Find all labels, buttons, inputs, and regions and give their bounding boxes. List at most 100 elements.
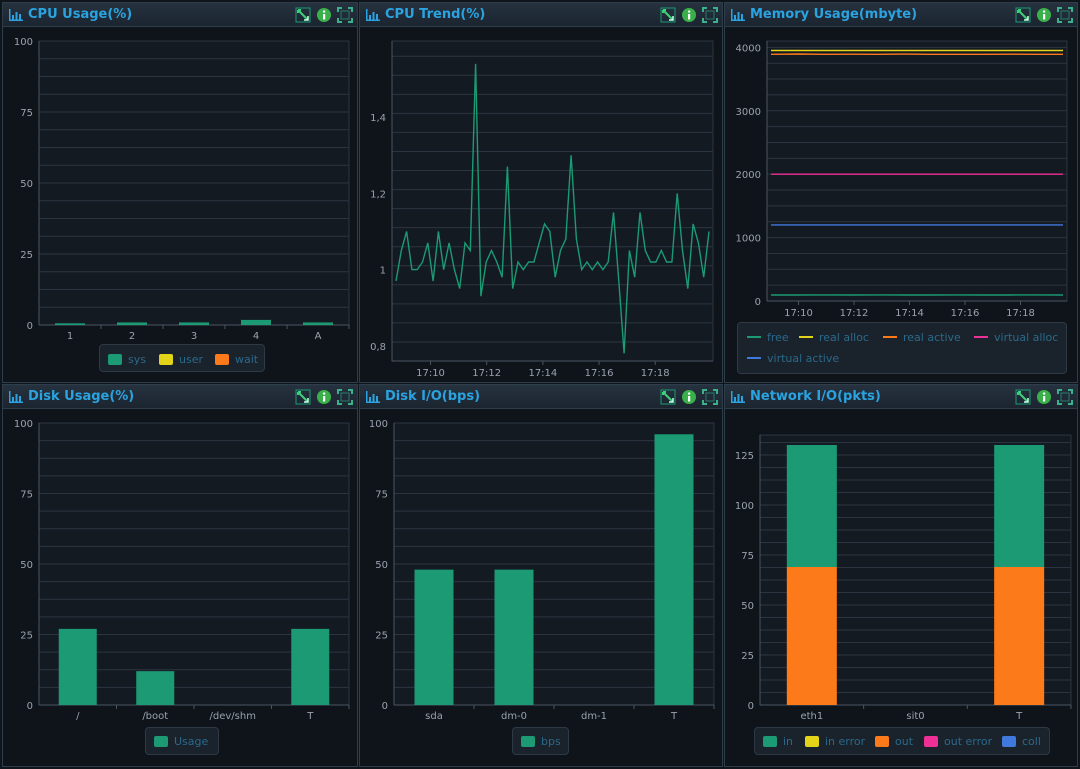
- y-tick-label: 1,4: [370, 113, 386, 124]
- series-line-cpu[interactable]: [395, 63, 710, 354]
- info-icon[interactable]: [681, 389, 697, 405]
- y-tick-label: 75: [741, 551, 754, 562]
- legend-item-in[interactable]: in: [763, 733, 793, 749]
- legend-item-out-error[interactable]: out error: [924, 733, 992, 749]
- pencil-icon[interactable]: [295, 7, 311, 23]
- legend-item-Usage[interactable]: Usage: [154, 733, 208, 749]
- legend-item-virtual-active[interactable]: virtual active: [747, 350, 839, 366]
- x-tick-label: /: [76, 711, 80, 722]
- pencil-icon[interactable]: [660, 389, 676, 405]
- legend-label: virtual alloc: [994, 330, 1059, 344]
- bar-T-in[interactable]: [994, 445, 1045, 567]
- x-tick-label: 3: [191, 331, 197, 342]
- y-tick-label: 100: [735, 501, 754, 512]
- info-icon[interactable]: [1036, 7, 1052, 23]
- x-tick-label: eth1: [800, 711, 823, 722]
- info-icon[interactable]: [681, 7, 697, 23]
- x-tick-label: 17:10: [416, 368, 445, 379]
- y-tick-label: 100: [14, 419, 33, 430]
- pencil-icon[interactable]: [295, 389, 311, 405]
- chart-0: 0 25 50 75 100 1 2 3 4 A: [14, 37, 350, 342]
- x-tick-label: dm-1: [581, 711, 607, 722]
- y-tick-label: 50: [741, 601, 754, 612]
- panel-tools: [1015, 6, 1073, 24]
- info-icon[interactable]: [316, 389, 332, 405]
- panel-3: Disk Usage(%) 0 25 50 75 100 / /boot/dev/shm T Us…: [2, 384, 358, 767]
- y-tick-label: 100: [14, 37, 33, 48]
- legend-item-real-alloc[interactable]: real alloc: [799, 329, 869, 345]
- legend-item-bps[interactable]: bps: [521, 733, 561, 749]
- bar-sda-bps[interactable]: [414, 569, 454, 705]
- legend-item-free[interactable]: free: [747, 329, 789, 345]
- chart-icon: [9, 391, 23, 403]
- bar-eth1-in[interactable]: [786, 445, 837, 567]
- legend-swatch: [875, 735, 889, 747]
- legend-swatch: [108, 353, 122, 365]
- bar-A-sys[interactable]: [303, 322, 333, 325]
- maximize-icon[interactable]: [337, 389, 353, 405]
- x-tick-label: /dev/shm: [210, 711, 256, 722]
- legend-item-user[interactable]: user: [159, 351, 203, 367]
- legend-label: wait: [235, 352, 259, 366]
- legend-swatch: [763, 735, 777, 747]
- legend-swatch: [805, 735, 819, 747]
- legend-item-out[interactable]: out: [875, 733, 913, 749]
- y-tick-label: 0: [748, 701, 754, 712]
- info-icon[interactable]: [316, 7, 332, 23]
- bar-2-sys[interactable]: [117, 322, 147, 325]
- x-tick-label: /boot: [142, 711, 168, 722]
- bar-/-Usage[interactable]: [58, 628, 97, 705]
- legend-item-real-active[interactable]: real active: [883, 329, 961, 345]
- y-tick-label: 50: [20, 179, 33, 190]
- chart-3: 0 25 50 75 100 / /boot/dev/shm T: [14, 419, 350, 722]
- bar-T-out[interactable]: [994, 567, 1045, 705]
- legend-swatch: [799, 336, 813, 338]
- legend-item-virtual-alloc[interactable]: virtual alloc: [974, 329, 1058, 345]
- panel-header: Memory Usage(mbyte): [725, 3, 1077, 27]
- x-tick-label: T: [1015, 711, 1023, 722]
- y-tick-label: 1,2: [370, 189, 386, 200]
- legend-label: real active: [903, 330, 961, 344]
- bar-1-sys[interactable]: [55, 323, 85, 325]
- y-tick-label: 75: [20, 108, 33, 119]
- bar-4-sys[interactable]: [241, 319, 271, 325]
- bar-T-bps[interactable]: [654, 434, 694, 705]
- y-tick-label: 100: [369, 419, 388, 430]
- x-tick-label: 4: [253, 331, 259, 342]
- legend-label: in error: [825, 734, 866, 748]
- legend-swatch: [521, 735, 535, 747]
- maximize-icon[interactable]: [337, 7, 353, 23]
- legend-label: real alloc: [819, 330, 869, 344]
- maximize-icon[interactable]: [1057, 389, 1073, 405]
- y-tick-label: 75: [375, 490, 388, 501]
- maximize-icon[interactable]: [702, 389, 718, 405]
- maximize-icon[interactable]: [1057, 7, 1073, 23]
- legend-swatch: [747, 336, 761, 338]
- bar-T-Usage[interactable]: [291, 628, 330, 705]
- pencil-icon[interactable]: [660, 7, 676, 23]
- legend: in in error out out error coll: [754, 727, 1050, 755]
- y-tick-label: 25: [20, 250, 33, 261]
- x-tick-label: 17:12: [840, 308, 869, 319]
- panel-tools: [660, 6, 718, 24]
- pencil-icon[interactable]: [1015, 389, 1031, 405]
- legend-label: out error: [944, 734, 993, 748]
- bar-/boot-Usage[interactable]: [136, 671, 175, 705]
- maximize-icon[interactable]: [702, 7, 718, 23]
- bar-eth1-out[interactable]: [786, 567, 837, 705]
- chart-icon: [731, 391, 745, 403]
- legend-item-in-error[interactable]: in error: [805, 733, 865, 749]
- x-tick-label: T: [306, 711, 314, 722]
- x-tick-label: 17:16: [951, 308, 980, 319]
- bar-3-sys[interactable]: [179, 322, 209, 325]
- bar-dm-0-bps[interactable]: [494, 569, 534, 705]
- legend-item-wait[interactable]: wait: [215, 351, 258, 367]
- pencil-icon[interactable]: [1015, 7, 1031, 23]
- info-icon[interactable]: [1036, 389, 1052, 405]
- panel-title: Memory Usage(mbyte): [750, 7, 918, 22]
- legend-item-coll[interactable]: coll: [1002, 733, 1041, 749]
- panel-tools: [1015, 388, 1073, 406]
- legend-item-sys[interactable]: sys: [108, 351, 146, 367]
- y-tick-label: 0,8: [370, 342, 386, 353]
